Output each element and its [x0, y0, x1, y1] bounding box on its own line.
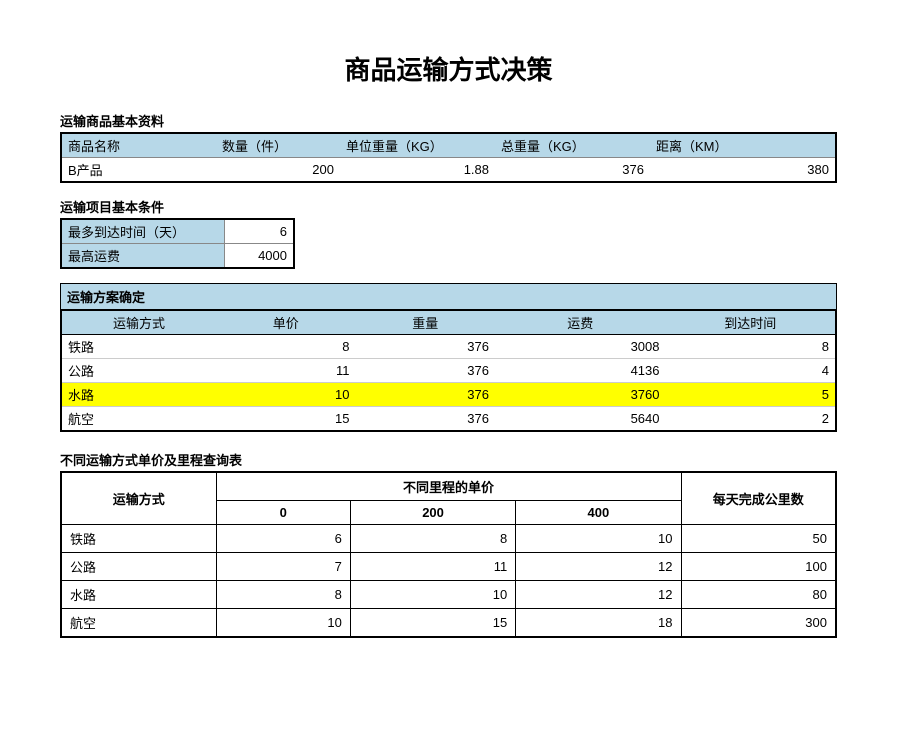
cell-p200: 15 — [350, 609, 515, 638]
section3-label: 运输方案确定 — [60, 283, 837, 309]
page-title: 商品运输方式决策 — [60, 50, 837, 87]
cell-price: 10 — [216, 383, 356, 407]
plan-row-highlight: 水路 10 376 3760 5 — [61, 383, 836, 407]
cell-cost: 5640 — [495, 407, 666, 432]
cell-weight: 376 — [356, 407, 496, 432]
section1-label: 运输商品基本资料 — [60, 111, 837, 130]
cell-p0: 8 — [216, 581, 350, 609]
cond-value: 4000 — [224, 244, 294, 269]
lookup-row: 铁路 6 8 10 50 — [61, 525, 836, 553]
cell-cost: 3008 — [495, 335, 666, 359]
section4-label: 不同运输方式单价及里程查询表 — [60, 450, 837, 469]
lookup-row: 水路 8 10 12 80 — [61, 581, 836, 609]
cell-mode: 航空 — [61, 609, 216, 638]
cell-p200: 8 — [350, 525, 515, 553]
cell-p0: 7 — [216, 553, 350, 581]
plan-row: 公路 11 376 4136 4 — [61, 359, 836, 383]
cell-days: 8 — [666, 335, 837, 359]
product-info-table: 商品名称 数量（件） 单位重量（KG） 总重量（KG） 距离（KM） B产品 2… — [60, 132, 837, 183]
cell-distance: 380 — [650, 158, 836, 183]
col-dist-200: 200 — [350, 501, 515, 525]
cell-weight: 376 — [356, 383, 496, 407]
lookup-row: 公路 7 11 12 100 — [61, 553, 836, 581]
plan-table: 运输方式 单价 重量 运费 到达时间 铁路 8 376 3008 8 公路 11… — [60, 309, 837, 432]
plan-row: 铁路 8 376 3008 8 — [61, 335, 836, 359]
cell-p400: 12 — [516, 581, 681, 609]
product-row: B产品 200 1.88 376 380 — [61, 158, 836, 183]
cell-daily: 50 — [681, 525, 836, 553]
cell-mode: 公路 — [61, 553, 216, 581]
cell-days: 4 — [666, 359, 837, 383]
col-mode: 运输方式 — [61, 472, 216, 525]
col-group-price: 不同里程的单价 — [216, 472, 681, 501]
cell-mode: 铁路 — [61, 335, 216, 359]
col-daily: 每天完成公里数 — [681, 472, 836, 525]
col-mode: 运输方式 — [61, 310, 216, 335]
col-distance: 距离（KM） — [650, 133, 836, 158]
cell-p400: 12 — [516, 553, 681, 581]
cell-mode: 水路 — [61, 581, 216, 609]
cell-p0: 6 — [216, 525, 350, 553]
col-days: 到达时间 — [666, 310, 837, 335]
cond-label: 最高运费 — [61, 244, 224, 269]
cell-mode: 水路 — [61, 383, 216, 407]
cond-row: 最高运费 4000 — [61, 244, 294, 269]
section2-label: 运输项目基本条件 — [60, 197, 837, 216]
cell-p200: 10 — [350, 581, 515, 609]
cell-price: 8 — [216, 335, 356, 359]
cell-unit-weight: 1.88 — [340, 158, 495, 183]
col-qty: 数量（件） — [216, 133, 340, 158]
cell-daily: 80 — [681, 581, 836, 609]
col-cost: 运费 — [495, 310, 666, 335]
cell-total-weight: 376 — [495, 158, 650, 183]
col-total-weight: 总重量（KG） — [495, 133, 650, 158]
cell-p200: 11 — [350, 553, 515, 581]
cell-mode: 航空 — [61, 407, 216, 432]
cell-p400: 10 — [516, 525, 681, 553]
col-product-name: 商品名称 — [61, 133, 216, 158]
cell-qty: 200 — [216, 158, 340, 183]
lookup-row: 航空 10 15 18 300 — [61, 609, 836, 638]
col-weight: 重量 — [356, 310, 496, 335]
cell-p400: 18 — [516, 609, 681, 638]
conditions-table: 最多到达时间（天） 6 最高运费 4000 — [60, 218, 295, 269]
cond-row: 最多到达时间（天） 6 — [61, 219, 294, 244]
cond-label: 最多到达时间（天） — [61, 219, 224, 244]
cell-price: 15 — [216, 407, 356, 432]
cell-p0: 10 — [216, 609, 350, 638]
cell-cost: 3760 — [495, 383, 666, 407]
col-dist-400: 400 — [516, 501, 681, 525]
cell-daily: 300 — [681, 609, 836, 638]
col-dist-0: 0 — [216, 501, 350, 525]
cell-days: 5 — [666, 383, 837, 407]
cell-mode: 公路 — [61, 359, 216, 383]
cell-weight: 376 — [356, 335, 496, 359]
plan-row: 航空 15 376 5640 2 — [61, 407, 836, 432]
cell-product-name: B产品 — [61, 158, 216, 183]
cell-cost: 4136 — [495, 359, 666, 383]
cond-value: 6 — [224, 219, 294, 244]
cell-days: 2 — [666, 407, 837, 432]
col-unit-weight: 单位重量（KG） — [340, 133, 495, 158]
cell-daily: 100 — [681, 553, 836, 581]
cell-mode: 铁路 — [61, 525, 216, 553]
cell-weight: 376 — [356, 359, 496, 383]
lookup-table: 运输方式 不同里程的单价 每天完成公里数 0 200 400 铁路 6 8 10… — [60, 471, 837, 638]
col-price: 单价 — [216, 310, 356, 335]
cell-price: 11 — [216, 359, 356, 383]
